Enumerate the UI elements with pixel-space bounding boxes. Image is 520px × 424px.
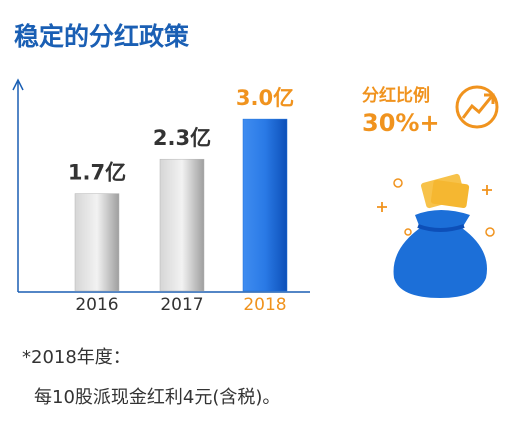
axis-arrow [12, 78, 24, 91]
bar [74, 193, 120, 292]
annotation-value: 30%+ [362, 109, 440, 137]
x-tick-label: 2018 [243, 295, 286, 315]
bar [242, 118, 288, 292]
x-tick-label: 2016 [75, 295, 118, 315]
money-bag-icon [377, 173, 495, 298]
x-tick-label: 2017 [160, 295, 203, 315]
footnote: *2018年度： [22, 347, 131, 368]
bar [159, 158, 205, 292]
annotation-label: 分红比例 [362, 85, 430, 106]
footnote: 每10股派现金红利4元(含税)。 [34, 387, 280, 408]
value-label: 3.0亿 [236, 86, 294, 110]
value-label: 2.3亿 [153, 126, 211, 150]
value-label: 1.7亿 [68, 161, 126, 185]
growth-icon [455, 85, 499, 129]
chart-title: 稳定的分红政策 [14, 22, 190, 51]
